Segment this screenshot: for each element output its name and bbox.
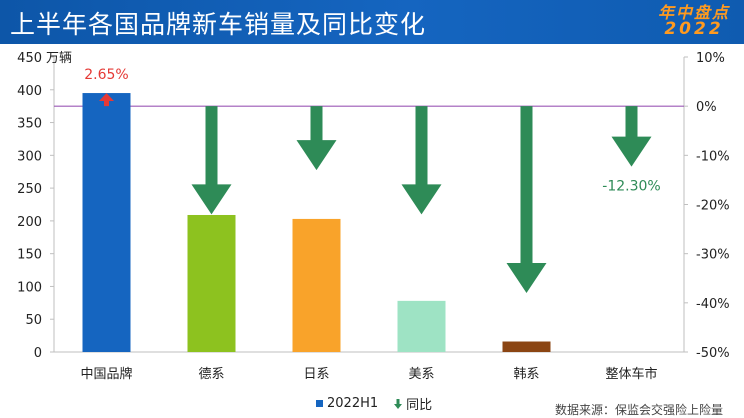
y2-tick-label: 0% [696,100,717,115]
y-tick-label: 400 [17,84,42,99]
y-tick-label: 450 [17,51,42,66]
y-tick-label: 150 [17,248,42,263]
y2-tick-label: -10% [696,149,730,164]
bar-德系 [187,214,236,352]
data-source-note: 数据来源：保监会交强险上险量 [555,403,724,417]
y-axis-label: 万辆 [46,51,72,66]
x-tick-label: 日系 [303,367,329,382]
legend-item-bar: 2022H1 [316,396,378,411]
yoy-arrow-中国品牌 [99,93,114,107]
y2-tick-label: -20% [696,199,730,214]
bar-韩系 [502,341,551,352]
x-tick-label: 中国品牌 [80,366,132,382]
bar-中国品牌 [82,93,131,353]
y2-tick-label: -50% [696,346,730,361]
y-tick-label: 50 [25,313,42,328]
legend-arrow-label: 同比 [406,398,433,413]
x-tick-label: 韩系 [513,367,539,382]
y-tick-label: 0 [34,346,42,361]
bar-美系 [397,300,446,352]
y2-tick-label: 10% [696,51,725,66]
legend-bar-swatch [316,400,323,407]
x-tick-label: 整体车市 [605,366,657,382]
legend-bar-label: 2022H1 [327,396,379,411]
logo-2022-midyear: 年中盘点 2022 [658,4,730,38]
y-tick-label: 350 [17,117,42,132]
x-tick-label: 美系 [408,367,434,382]
y2-tick-label: -40% [696,297,730,312]
yoy-arrow-整体车市 [611,106,652,167]
chart-title: 上半年各国品牌新车销量及同比变化 [10,10,427,39]
y-tick-label: 200 [17,215,42,230]
y-tick-label: 100 [17,280,42,295]
yoy-arrow-韩系 [506,106,547,293]
y-tick-label: 300 [17,149,42,164]
data-label-中国品牌: 2.65% [84,67,128,83]
data-label-整体车市: -12.30% [602,179,660,195]
x-tick-label: 德系 [198,367,224,382]
header-bar: 上半年各国品牌新车销量及同比变化 年中盘点 2022 [0,0,744,44]
yoy-arrow-德系 [191,106,232,215]
chart-canvas: 0 50 100 150 200 250 300 350 400 450 万辆 10% 0% -10% -2… [17,51,730,382]
logo-line2: 2022 [664,19,724,39]
bar-日系 [292,218,341,352]
y2-tick-label: -30% [696,248,730,263]
logo-line1: 年中盘点 [657,3,730,22]
y-tick-label: 250 [17,182,42,197]
legend-item-arrow: 同比 [394,394,432,413]
down-arrow-icon [394,398,403,409]
yoy-arrow-日系 [296,106,337,171]
legend: 2022H1 同比 [316,394,432,413]
yoy-arrow-美系 [401,106,442,215]
